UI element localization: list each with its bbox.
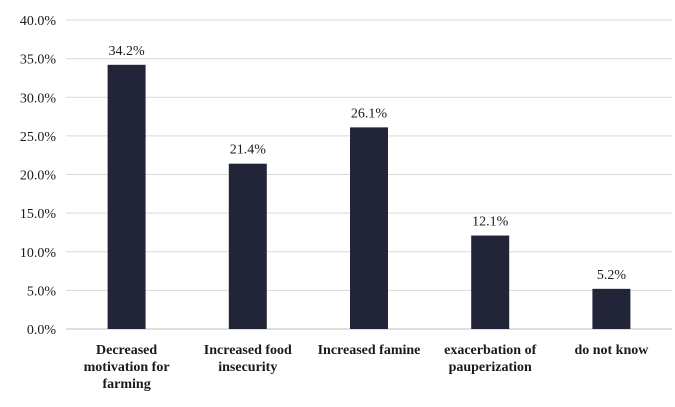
y-tick-label: 35.0% bbox=[20, 53, 57, 68]
x-category-label: Decreased bbox=[96, 343, 157, 358]
y-tick-label: 40.0% bbox=[20, 14, 57, 29]
bar bbox=[592, 288, 631, 329]
y-tick-label: 5.0% bbox=[27, 284, 57, 299]
x-category-label: farming bbox=[102, 377, 150, 392]
bar bbox=[107, 64, 146, 330]
y-tick-label: 20.0% bbox=[20, 169, 57, 184]
y-tick-label: 0.0% bbox=[27, 323, 57, 338]
data-label: 34.2% bbox=[109, 44, 146, 59]
y-tick-label: 30.0% bbox=[20, 91, 57, 106]
x-category-label: Increased food bbox=[204, 343, 292, 358]
x-category-label: exacerbation of bbox=[444, 343, 536, 358]
y-tick-label: 25.0% bbox=[20, 130, 57, 145]
data-label: 21.4% bbox=[230, 143, 267, 158]
x-category-label: pauperization bbox=[449, 360, 532, 375]
bar bbox=[471, 235, 510, 329]
data-label: 26.1% bbox=[351, 106, 388, 121]
x-category-label: motivation for bbox=[84, 360, 170, 375]
bar bbox=[228, 163, 267, 329]
data-label: 12.1% bbox=[472, 215, 509, 230]
x-category-label: insecurity bbox=[218, 360, 277, 375]
x-category-label: Increased famine bbox=[318, 343, 421, 358]
bar bbox=[350, 127, 388, 329]
data-label: 5.2% bbox=[597, 268, 627, 283]
y-tick-label: 15.0% bbox=[20, 207, 57, 222]
y-tick-label: 10.0% bbox=[20, 246, 57, 261]
x-category-label: do not know bbox=[574, 343, 649, 358]
